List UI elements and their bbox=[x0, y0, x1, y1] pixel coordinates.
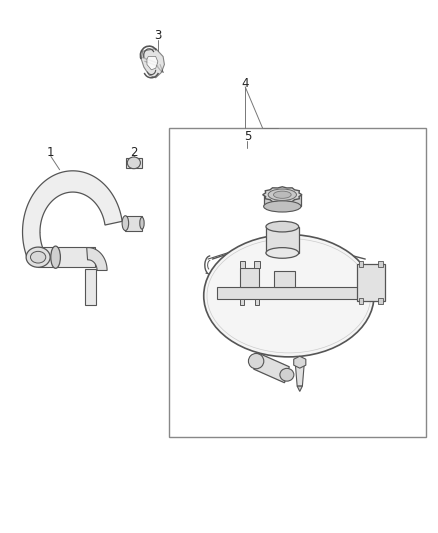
Ellipse shape bbox=[140, 217, 144, 229]
Polygon shape bbox=[359, 261, 363, 266]
Ellipse shape bbox=[31, 252, 46, 263]
Polygon shape bbox=[141, 49, 164, 78]
Ellipse shape bbox=[26, 247, 50, 267]
Polygon shape bbox=[254, 261, 260, 268]
Polygon shape bbox=[378, 261, 383, 266]
Ellipse shape bbox=[51, 246, 60, 268]
Bar bbox=[169, 128, 426, 437]
Polygon shape bbox=[85, 269, 96, 305]
Polygon shape bbox=[255, 300, 259, 305]
Polygon shape bbox=[87, 248, 107, 270]
Text: 2: 2 bbox=[130, 146, 138, 159]
Polygon shape bbox=[22, 171, 122, 258]
Polygon shape bbox=[217, 287, 367, 300]
Polygon shape bbox=[294, 356, 306, 368]
Polygon shape bbox=[297, 386, 302, 391]
Ellipse shape bbox=[280, 368, 294, 381]
Ellipse shape bbox=[204, 235, 374, 357]
Ellipse shape bbox=[264, 201, 301, 212]
Polygon shape bbox=[357, 264, 385, 301]
Ellipse shape bbox=[273, 191, 291, 198]
Ellipse shape bbox=[122, 216, 129, 231]
Polygon shape bbox=[240, 261, 245, 268]
Polygon shape bbox=[147, 56, 158, 70]
Polygon shape bbox=[266, 227, 299, 253]
Polygon shape bbox=[274, 271, 295, 287]
Polygon shape bbox=[240, 268, 259, 287]
Polygon shape bbox=[263, 187, 302, 203]
Ellipse shape bbox=[248, 353, 264, 369]
Polygon shape bbox=[254, 353, 289, 383]
Polygon shape bbox=[126, 158, 142, 168]
Ellipse shape bbox=[266, 248, 299, 259]
Polygon shape bbox=[295, 365, 304, 386]
Polygon shape bbox=[240, 300, 244, 305]
Polygon shape bbox=[378, 298, 383, 304]
Ellipse shape bbox=[268, 189, 297, 200]
Ellipse shape bbox=[127, 157, 141, 168]
Ellipse shape bbox=[266, 221, 299, 232]
Text: 3: 3 bbox=[154, 29, 162, 42]
Text: 1: 1 bbox=[47, 146, 55, 159]
Polygon shape bbox=[359, 298, 363, 304]
Text: 4: 4 bbox=[241, 77, 249, 90]
Polygon shape bbox=[38, 247, 95, 267]
Text: 5: 5 bbox=[244, 130, 251, 143]
Polygon shape bbox=[264, 195, 301, 206]
Polygon shape bbox=[125, 216, 142, 231]
